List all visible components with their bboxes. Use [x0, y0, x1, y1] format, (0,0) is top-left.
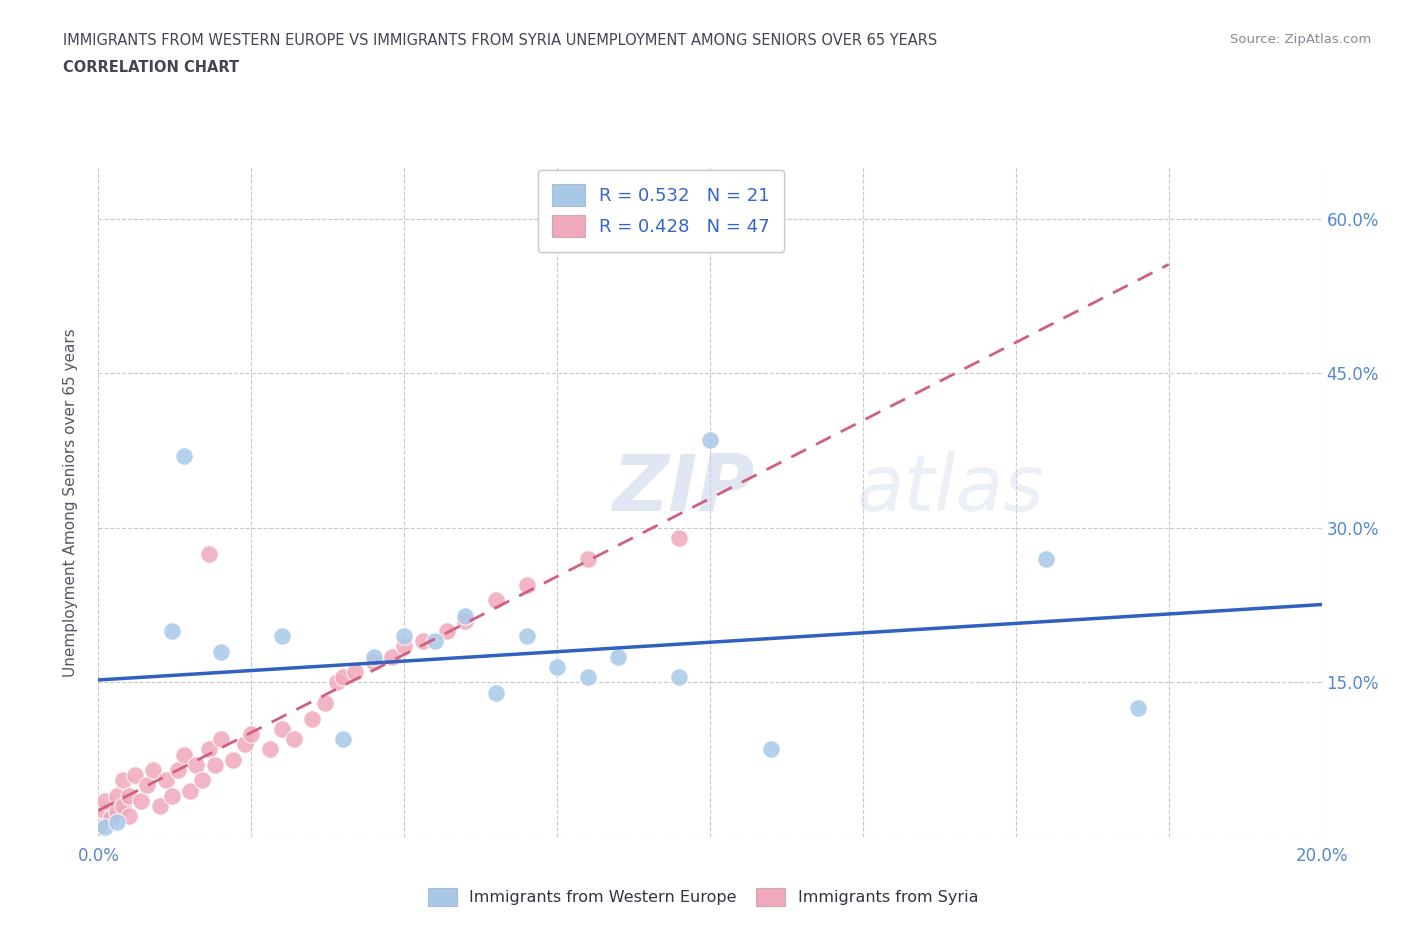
Point [240, 726, 263, 741]
Point [105, 789, 128, 804]
Point [100, 811, 122, 826]
Point [191, 773, 214, 788]
Point [197, 546, 219, 561]
Y-axis label: Unemployment Among Seniors over 65 years: Unemployment Among Seniors over 65 years [63, 328, 77, 677]
Point [516, 578, 538, 592]
Point [179, 783, 201, 798]
Point [326, 675, 349, 690]
Text: CORRELATION CHART: CORRELATION CHART [63, 60, 239, 75]
Point [129, 793, 152, 808]
Point [454, 608, 477, 623]
Point [111, 799, 134, 814]
Point [270, 722, 292, 737]
Point [105, 814, 128, 829]
Point [142, 763, 165, 777]
Point [111, 773, 134, 788]
Point [93, 804, 115, 818]
Point [392, 629, 416, 644]
Point [363, 649, 385, 664]
Point [485, 592, 508, 607]
Point [136, 778, 159, 793]
Point [222, 752, 245, 767]
Point [1035, 551, 1057, 566]
Legend: Immigrants from Western Europe, Immigrants from Syria: Immigrants from Western Europe, Immigran… [422, 882, 984, 912]
Point [344, 665, 367, 680]
Point [186, 757, 208, 772]
Point [516, 629, 538, 644]
Point [607, 649, 630, 664]
Point [485, 685, 508, 700]
Point [209, 644, 232, 659]
Point [160, 789, 183, 804]
Point [93, 793, 115, 808]
Point [124, 768, 146, 783]
Point [454, 613, 477, 628]
Text: IMMIGRANTS FROM WESTERN EUROPE VS IMMIGRANTS FROM SYRIA UNEMPLOYMENT AMONG SENIO: IMMIGRANTS FROM WESTERN EUROPE VS IMMIGR… [63, 33, 938, 47]
Point [363, 655, 385, 670]
Point [314, 696, 336, 711]
Point [576, 670, 599, 684]
Point [160, 623, 183, 638]
Text: atlas: atlas [856, 451, 1045, 526]
Point [209, 732, 232, 747]
Point [546, 659, 568, 674]
Point [668, 531, 690, 546]
Point [93, 819, 115, 834]
Point [301, 711, 323, 726]
Text: ZIP: ZIP [612, 451, 755, 526]
Point [118, 809, 141, 824]
Point [283, 732, 305, 747]
Point [167, 763, 190, 777]
Point [87, 819, 110, 834]
Point [759, 742, 782, 757]
Point [699, 433, 721, 448]
Point [270, 629, 292, 644]
Point [436, 623, 458, 638]
Legend: R = 0.532   N = 21, R = 0.428   N = 47: R = 0.532 N = 21, R = 0.428 N = 47 [538, 170, 785, 252]
Point [118, 789, 141, 804]
Point [668, 670, 690, 684]
Point [105, 804, 128, 818]
Point [149, 799, 172, 814]
Point [423, 634, 446, 649]
Point [332, 670, 354, 684]
Point [332, 732, 354, 747]
Point [204, 757, 226, 772]
Point [1128, 701, 1150, 716]
Point [259, 742, 281, 757]
Point [173, 448, 195, 463]
Point [233, 737, 256, 751]
Point [412, 634, 434, 649]
Point [392, 639, 416, 654]
Point [173, 747, 195, 762]
Text: Source: ZipAtlas.com: Source: ZipAtlas.com [1230, 33, 1371, 46]
Point [576, 551, 599, 566]
Point [381, 649, 404, 664]
Point [197, 742, 219, 757]
Point [155, 773, 177, 788]
